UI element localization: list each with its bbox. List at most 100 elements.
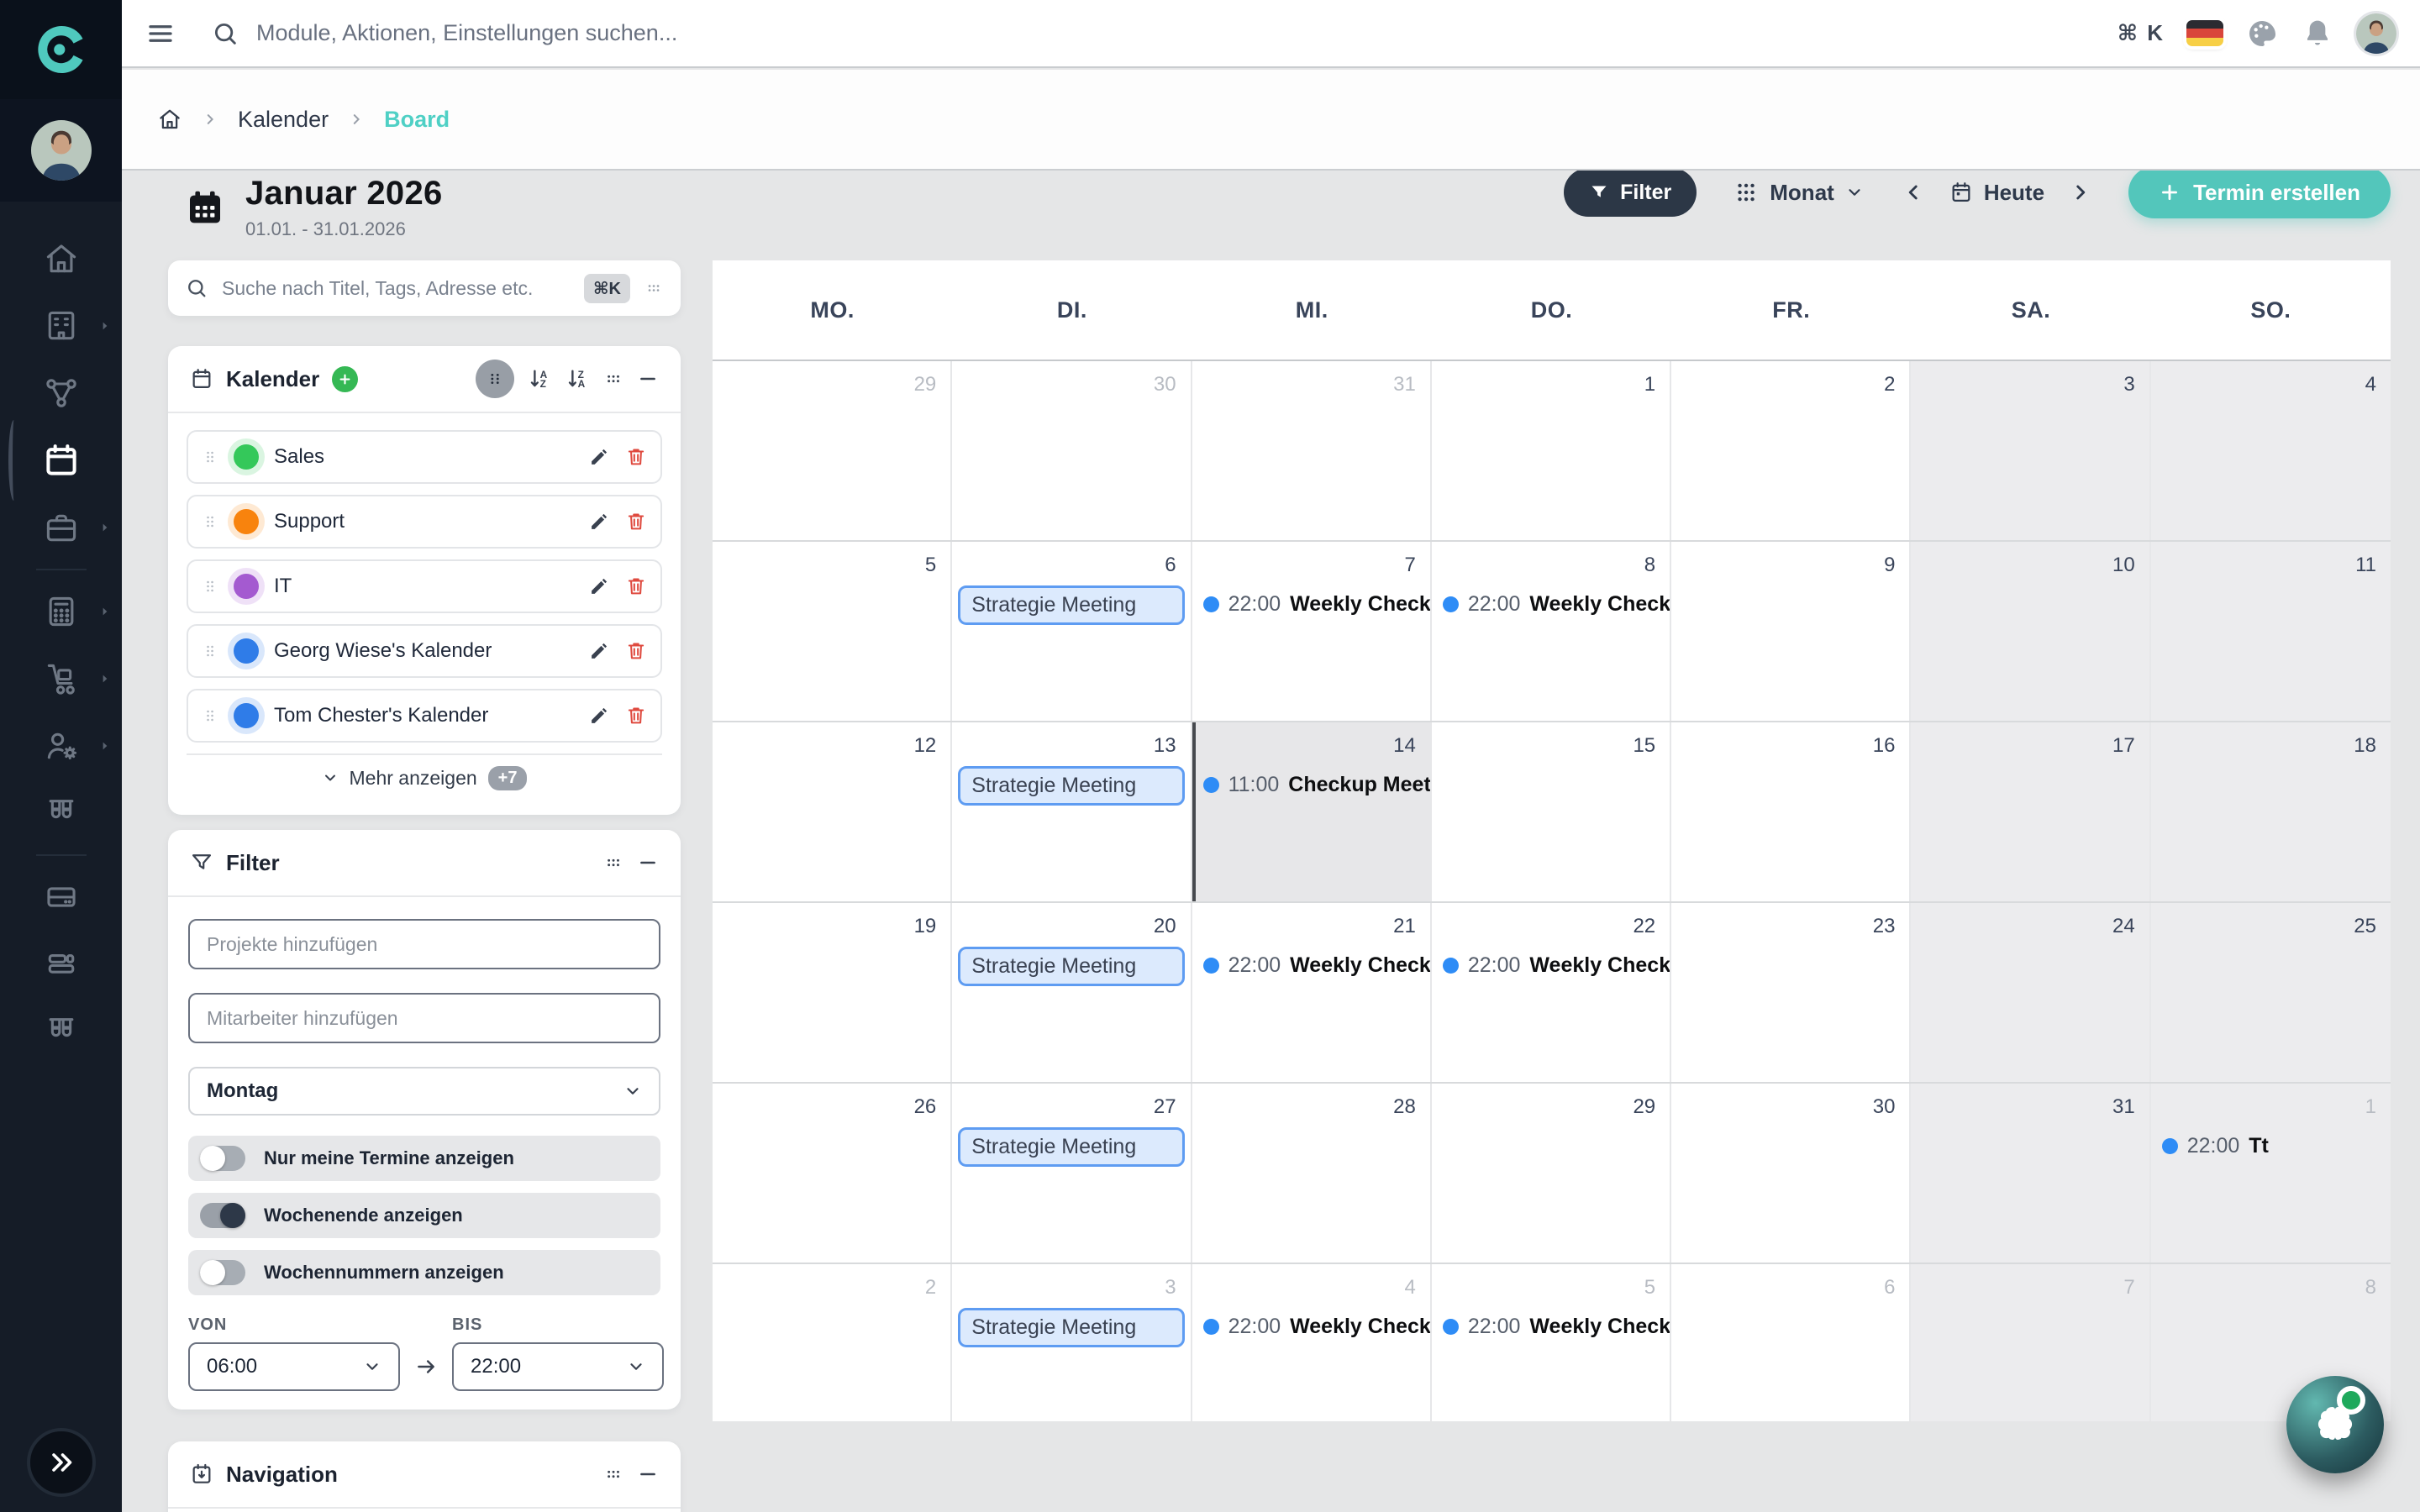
- event-item[interactable]: 22:00 Weekly Check: [1432, 947, 1670, 984]
- event-block[interactable]: Strategie Meeting: [958, 585, 1185, 625]
- sidebar-item-calendar[interactable]: [0, 420, 122, 501]
- event-block[interactable]: Strategie Meeting: [958, 947, 1185, 986]
- day-cell[interactable]: 2: [1671, 361, 1912, 540]
- day-cell[interactable]: 7 22:00 Weekly Check: [1192, 542, 1432, 721]
- drag-handle-icon[interactable]: [202, 707, 218, 724]
- sidebar-item-building[interactable]: [0, 292, 122, 360]
- day-cell[interactable]: 21 22:00 Weekly Check: [1192, 903, 1432, 1082]
- drag-handle-icon[interactable]: [202, 643, 218, 659]
- day-cell[interactable]: 9: [1671, 542, 1912, 721]
- day-cell[interactable]: 26: [713, 1084, 953, 1263]
- filter-button[interactable]: Filter: [1564, 168, 1697, 217]
- show-more-button[interactable]: Mehr anzeigen +7: [187, 753, 662, 801]
- day-cell[interactable]: 6 Strategie Meeting: [952, 542, 1192, 721]
- time-from-select[interactable]: 06:00: [188, 1342, 400, 1391]
- sidebar-item-server[interactable]: [0, 864, 122, 931]
- toggle-switch[interactable]: [200, 1146, 245, 1171]
- day-cell[interactable]: 3: [1911, 361, 2151, 540]
- today-button[interactable]: Heute: [1949, 180, 2044, 206]
- next-month-button[interactable]: [2070, 181, 2091, 203]
- sidebar-item-calculator[interactable]: [0, 578, 122, 645]
- event-item[interactable]: 22:00 Weekly Check: [1192, 585, 1430, 622]
- sidebar-expand-button[interactable]: [26, 1428, 96, 1497]
- day-cell[interactable]: 29: [1432, 1084, 1672, 1263]
- day-cell[interactable]: 4: [2150, 361, 2391, 540]
- event-block[interactable]: Strategie Meeting: [958, 1127, 1185, 1167]
- drag-handle-icon[interactable]: [202, 449, 218, 465]
- edit-calendar-button[interactable]: [588, 705, 610, 727]
- panel-drag-handle-icon[interactable]: [602, 368, 624, 390]
- day-cell[interactable]: 10: [1911, 542, 2151, 721]
- day-cell[interactable]: 12: [713, 722, 953, 901]
- collapse-panel-button[interactable]: [637, 1463, 659, 1485]
- calendar-list-item[interactable]: Georg Wiese's Kalender: [187, 624, 662, 678]
- create-event-button[interactable]: Termin erstellen: [2128, 166, 2391, 218]
- event-item[interactable]: 22:00 Weekly Check: [1192, 1308, 1430, 1345]
- day-cell[interactable]: 31: [1911, 1084, 2151, 1263]
- day-cell[interactable]: 31: [1192, 361, 1432, 540]
- day-cell[interactable]: 22 22:00 Weekly Check: [1432, 903, 1672, 1082]
- day-cell[interactable]: 29: [713, 361, 953, 540]
- delete-calendar-button[interactable]: [625, 511, 647, 533]
- event-item[interactable]: 22:00 Tt: [2151, 1127, 2391, 1164]
- day-cell[interactable]: 3 Strategie Meeting: [952, 1264, 1192, 1421]
- day-cell[interactable]: 8 22:00 Weekly Check: [1432, 542, 1672, 721]
- day-cell[interactable]: 28: [1192, 1084, 1432, 1263]
- add-calendar-button[interactable]: [332, 365, 359, 392]
- day-cell[interactable]: 13 Strategie Meeting: [952, 722, 1192, 901]
- day-cell[interactable]: 2: [713, 1264, 953, 1421]
- time-to-select[interactable]: 22:00: [452, 1342, 664, 1391]
- calendar-list-item[interactable]: Sales: [187, 430, 662, 484]
- delete-calendar-button[interactable]: [625, 705, 647, 727]
- day-cell[interactable]: 16: [1671, 722, 1912, 901]
- assistant-button[interactable]: [2286, 1376, 2384, 1473]
- day-cell[interactable]: 6: [1671, 1264, 1912, 1421]
- menu-icon[interactable]: [145, 18, 176, 49]
- app-logo[interactable]: [0, 0, 122, 99]
- event-item[interactable]: 11:00 Checkup Meeting: [1192, 766, 1430, 803]
- toggle-switch[interactable]: [200, 1260, 245, 1285]
- day-cell[interactable]: 15: [1432, 722, 1672, 901]
- event-block[interactable]: Strategie Meeting: [958, 766, 1185, 806]
- event-item[interactable]: 22:00 Weekly Check: [1192, 947, 1430, 984]
- user-avatar[interactable]: [30, 120, 92, 181]
- collapse-panel-button[interactable]: [637, 852, 659, 874]
- day-cell[interactable]: 25: [2150, 903, 2391, 1082]
- calendar-list-item[interactable]: Tom Chester's Kalender: [187, 689, 662, 743]
- day-cell[interactable]: 17: [1911, 722, 2151, 901]
- day-cell[interactable]: 11: [2150, 542, 2391, 721]
- sidebar-item-briefcase[interactable]: [0, 494, 122, 561]
- day-cell[interactable]: 30: [1671, 1084, 1912, 1263]
- sidebar-item-layers[interactable]: [0, 931, 122, 998]
- calendar-search-box[interactable]: Suche nach Titel, Tags, Adresse etc. ⌘K: [168, 260, 681, 316]
- delete-calendar-button[interactable]: [625, 446, 647, 468]
- breadcrumb-board[interactable]: Board: [384, 106, 450, 132]
- employees-filter-input[interactable]: [188, 993, 660, 1043]
- bell-icon[interactable]: [2301, 17, 2334, 50]
- edit-calendar-button[interactable]: [588, 640, 610, 662]
- collapse-panel-button[interactable]: [637, 368, 659, 390]
- day-cell[interactable]: 5: [713, 542, 953, 721]
- calendar-list-item[interactable]: IT: [187, 559, 662, 613]
- day-cell[interactable]: 7: [1911, 1264, 2151, 1421]
- view-switcher[interactable]: Monat: [1733, 180, 1864, 206]
- sidebar-item-hand-truck[interactable]: [0, 645, 122, 712]
- panel-drag-handle-icon[interactable]: [602, 852, 624, 874]
- user-avatar[interactable]: [2356, 13, 2396, 54]
- sidebar-item-test-tubes[interactable]: [0, 998, 122, 1065]
- prev-month-button[interactable]: [1902, 181, 1924, 203]
- sidebar-item-test-tubes[interactable]: [0, 780, 122, 847]
- calendar-view-mode-button[interactable]: [476, 360, 514, 398]
- sidebar-item-share[interactable]: [0, 360, 122, 427]
- event-block[interactable]: Strategie Meeting: [958, 1308, 1185, 1347]
- home-icon[interactable]: [157, 107, 182, 132]
- sidebar-item-user-gear[interactable]: [0, 712, 122, 780]
- delete-calendar-button[interactable]: [625, 575, 647, 597]
- weekday-select[interactable]: Montag: [188, 1067, 660, 1116]
- drag-handle-icon[interactable]: [202, 578, 218, 595]
- day-cell[interactable]: 24: [1911, 903, 2151, 1082]
- day-cell[interactable]: 30: [952, 361, 1192, 540]
- panel-drag-handle-icon[interactable]: [602, 1463, 624, 1485]
